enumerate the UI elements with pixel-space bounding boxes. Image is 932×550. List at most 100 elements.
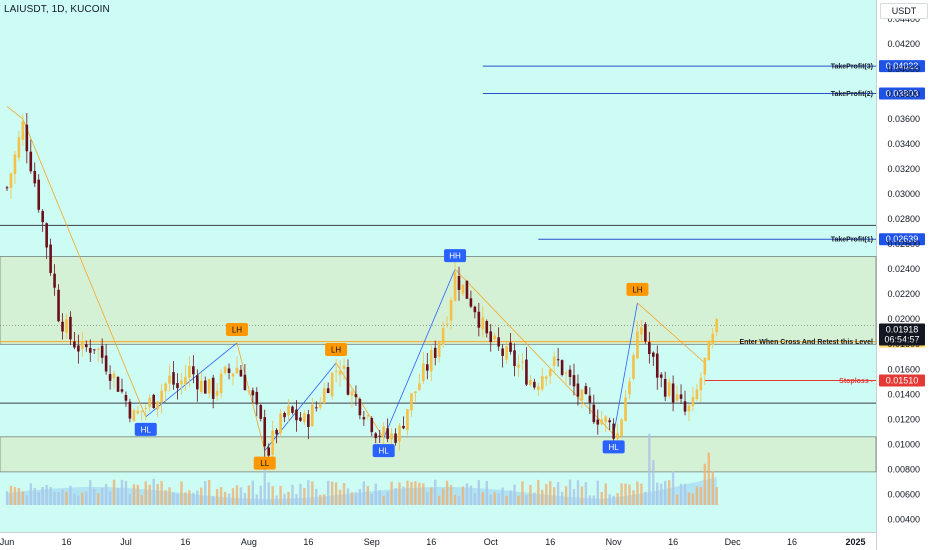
time-tick-label: 2025: [845, 537, 865, 547]
volume-bar: [73, 493, 76, 505]
candle: [636, 331, 639, 359]
symbol-title[interactable]: LAIUSDT, 1D, KUCOIN: [4, 4, 110, 15]
volume-bar: [303, 487, 306, 505]
candle: [259, 405, 263, 419]
candle: [219, 373, 223, 394]
level-annotation: TakeProfit(3): [831, 64, 873, 71]
candle: [441, 328, 445, 345]
candle: [691, 397, 695, 407]
volume-bar: [25, 495, 29, 505]
volume-bar: [311, 481, 314, 505]
volume-bar: [703, 463, 707, 505]
candle: [235, 367, 239, 374]
volume-bar: [235, 485, 239, 505]
candle: [144, 407, 148, 409]
candle: [215, 390, 219, 396]
volume-bar: [604, 483, 607, 505]
level-price-tag: [879, 87, 925, 100]
candle: [620, 419, 623, 436]
volume-bar: [596, 480, 599, 505]
level-annotation: TakeProfit(1): [831, 237, 873, 244]
candle: [160, 390, 163, 403]
volume-bar: [529, 484, 532, 505]
volume-bar: [489, 494, 492, 505]
candle: [100, 345, 104, 358]
time-axis[interactable]: [0, 532, 876, 550]
volume-bar: [255, 494, 258, 505]
volume-bar: [541, 489, 544, 505]
current-price-value: 0.01918: [886, 324, 919, 334]
candle: [37, 179, 41, 210]
time-tick-label: Aug: [241, 537, 257, 547]
volume-bar: [93, 488, 96, 505]
candle: [184, 376, 187, 384]
volume-bar: [378, 490, 381, 505]
time-tick-label: Jul: [120, 537, 132, 547]
volume-bar: [160, 480, 163, 505]
volume-bar: [525, 495, 528, 505]
candle: [648, 342, 651, 355]
volume-bar: [497, 493, 500, 505]
candle: [172, 372, 175, 385]
candle: [223, 366, 227, 373]
volume-bar: [441, 488, 445, 505]
candle: [517, 364, 520, 368]
candle: [382, 426, 385, 436]
swing-label-hh: HH: [444, 249, 467, 263]
time-tick-label: Jun: [0, 537, 14, 547]
volume-bar: [636, 481, 639, 505]
price-tick-label: 0.02200: [887, 289, 920, 299]
swing-label-box: [372, 444, 395, 458]
swing-label-hl: HL: [372, 444, 395, 458]
volume-bar: [271, 486, 274, 505]
volume-bar: [422, 483, 425, 505]
volume-bar: [656, 482, 659, 505]
candle: [659, 374, 663, 378]
volume-bar: [291, 484, 294, 505]
candle: [410, 393, 413, 411]
volume-bar: [652, 460, 655, 505]
candle: [406, 409, 409, 430]
candle: [303, 413, 306, 422]
volume-bar: [426, 492, 429, 505]
candle: [703, 357, 707, 375]
candle: [398, 425, 401, 442]
swing-line: [454, 268, 614, 435]
candle: [227, 368, 231, 373]
candle: [651, 352, 655, 357]
candle: [655, 353, 659, 378]
candle: [128, 401, 132, 419]
volume-bar: [211, 495, 215, 505]
volume-bar: [251, 480, 255, 505]
volume-bar: [69, 485, 72, 505]
volume-bar: [473, 492, 477, 505]
candle: [132, 410, 136, 422]
candle: [429, 350, 433, 372]
candle: [425, 364, 429, 371]
candle: [69, 316, 72, 340]
swing-label-text: LL: [260, 459, 269, 468]
candle: [675, 394, 679, 401]
candle: [116, 377, 120, 392]
volume-bar: [620, 483, 623, 505]
candle: [473, 306, 477, 313]
volume-bar: [628, 484, 631, 505]
volume-bar: [461, 486, 465, 505]
currency-selector[interactable]: USDT: [880, 3, 928, 19]
candle: [140, 410, 144, 412]
candle: [497, 337, 500, 347]
swing-label-box: [325, 343, 348, 357]
time-tick-label: Sep: [364, 537, 380, 547]
volume-bar: [128, 494, 132, 505]
volume-bar: [691, 493, 695, 505]
level-price-tag-text: 0.02639: [886, 234, 919, 244]
candle: [271, 430, 274, 455]
candle: [255, 391, 259, 405]
volume-bar: [675, 494, 679, 505]
candle: [156, 401, 159, 410]
candle: [461, 284, 465, 294]
volume-bar: [267, 482, 270, 505]
candle: [188, 365, 191, 378]
volume-bar: [453, 494, 457, 505]
volume-bar: [679, 483, 683, 505]
